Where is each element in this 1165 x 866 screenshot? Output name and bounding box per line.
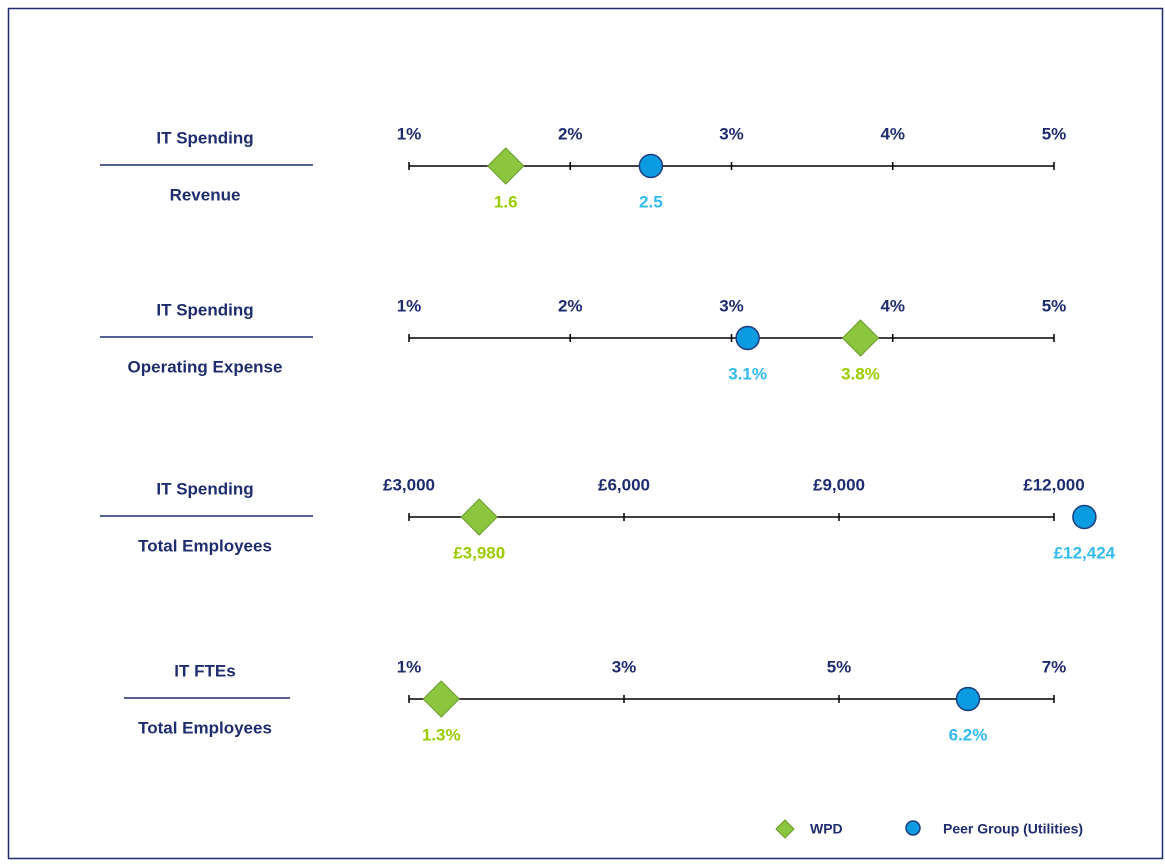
- tick-label: 2%: [558, 296, 583, 315]
- value-label: 6.2%: [949, 725, 988, 744]
- value-label: 3.8%: [841, 364, 880, 383]
- legend-marker: [905, 820, 921, 836]
- denominator-label: Operating Expense: [128, 357, 283, 376]
- tick-label: £6,000: [598, 475, 650, 494]
- numerator-label: IT Spending: [156, 300, 253, 319]
- tick-label: 1%: [397, 124, 422, 143]
- tick-label: 2%: [558, 124, 583, 143]
- legend-label: WPD: [810, 821, 843, 837]
- value-label: £12,424: [1054, 543, 1116, 562]
- tick-label: 4%: [880, 296, 905, 315]
- tick-label: £9,000: [813, 475, 865, 494]
- circle-marker: [735, 325, 760, 351]
- diamond-marker: [487, 147, 525, 185]
- tick-label: £12,000: [1023, 475, 1084, 494]
- tick-label: 1%: [397, 657, 422, 676]
- tick-label: 7%: [1042, 657, 1067, 676]
- legend-label: Peer Group (Utilities): [943, 821, 1083, 837]
- value-label: 1.6: [494, 192, 518, 211]
- denominator-label: Total Employees: [138, 718, 272, 737]
- value-label: £3,980: [453, 543, 505, 562]
- value-label: 1.3%: [422, 725, 461, 744]
- tick-label: 3%: [719, 296, 744, 315]
- value-label: 3.1%: [728, 364, 767, 383]
- diamond-marker: [422, 680, 460, 718]
- circle-marker: [1072, 504, 1097, 530]
- numerator-label: IT FTEs: [174, 661, 235, 680]
- legend-marker: [775, 819, 795, 839]
- tick-label: 5%: [827, 657, 852, 676]
- tick-label: 5%: [1042, 124, 1067, 143]
- diamond-marker: [841, 319, 880, 357]
- tick-label: 3%: [719, 124, 744, 143]
- tick-label: 4%: [880, 124, 905, 143]
- numerator-label: IT Spending: [156, 479, 253, 498]
- denominator-label: Revenue: [170, 185, 241, 204]
- circle-marker: [638, 153, 664, 179]
- frame: [7, 7, 1164, 860]
- tick-label: 3%: [612, 657, 637, 676]
- numerator-label: IT Spending: [156, 128, 253, 147]
- tick-label: £3,000: [383, 475, 435, 494]
- tick-label: 5%: [1042, 296, 1067, 315]
- circle-marker: [955, 686, 981, 712]
- tick-label: 1%: [397, 296, 422, 315]
- diamond-marker: [460, 498, 498, 536]
- denominator-label: Total Employees: [138, 536, 272, 555]
- value-label: 2.5: [639, 192, 663, 211]
